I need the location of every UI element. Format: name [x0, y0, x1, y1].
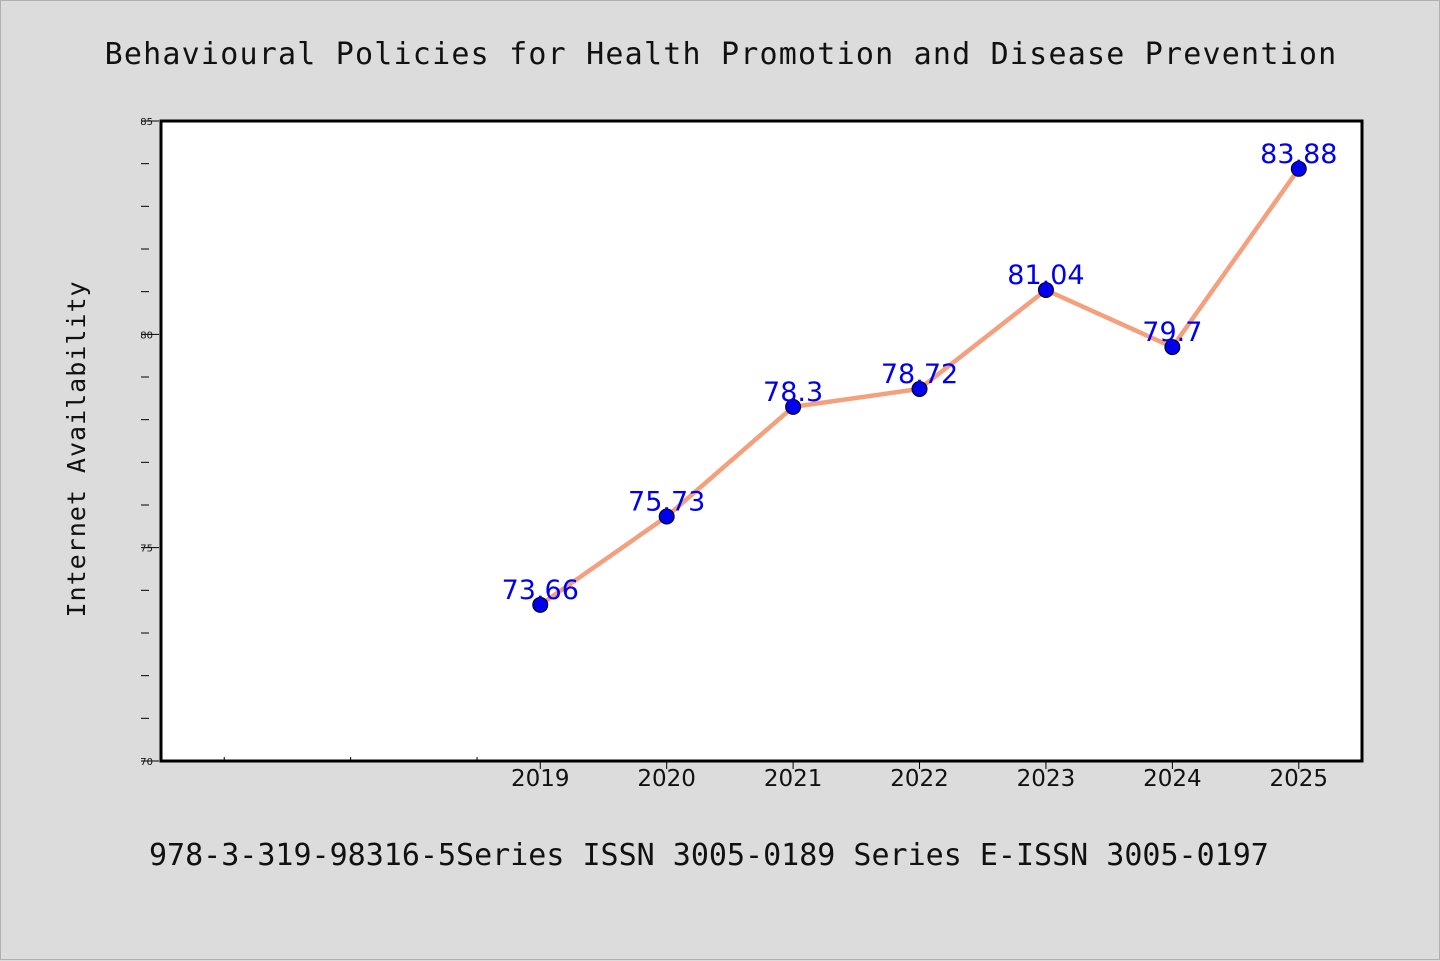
x-tick-label: 2025: [1270, 766, 1329, 792]
data-label: 78.3: [763, 377, 823, 408]
data-point: [1290, 160, 1307, 177]
x-tick-label: 2020: [637, 766, 696, 792]
data-point: [532, 596, 549, 613]
data-label: 79.7: [1142, 317, 1202, 348]
y-tick-label: 75: [140, 544, 153, 555]
x-tick-label: 2024: [1143, 766, 1202, 792]
chart-title: Behavioural Policies for Health Promotio…: [105, 37, 1338, 72]
x-tick-label: 2022: [890, 766, 949, 792]
footer-note: 978-3-319-98316-5Series ISSN 3005-0189 S…: [149, 838, 1269, 873]
x-axis: 2019 2020 2021 2022 2023 2024 2025: [223, 757, 1329, 792]
series-layer: 73.66 75.73 78.3 78.72 81.04 79.7 83.88: [502, 139, 1337, 613]
y-tick-label: 70: [140, 757, 153, 768]
y-tick-label: 80: [140, 330, 153, 341]
data-point: [1037, 281, 1054, 298]
data-point: [785, 398, 802, 415]
data-point: [658, 508, 675, 525]
x-tick-label: 2019: [511, 766, 570, 792]
y-tick-label: 85: [140, 117, 153, 128]
data-label: 81.04: [1007, 260, 1084, 291]
data-point: [1164, 339, 1181, 356]
data-label: 83.88: [1260, 139, 1337, 170]
data-label: 73.66: [502, 575, 579, 606]
data-label: 78.72: [881, 359, 958, 390]
x-tick-label: 2021: [764, 766, 823, 792]
x-tick-label: 2023: [1017, 766, 1076, 792]
plot-area: [159, 119, 1364, 763]
data-point: [911, 380, 928, 397]
data-label: 75.73: [628, 487, 705, 518]
y-axis-label: Internet Availability: [62, 280, 91, 617]
y-axis: 70 75 80 85: [140, 117, 159, 768]
